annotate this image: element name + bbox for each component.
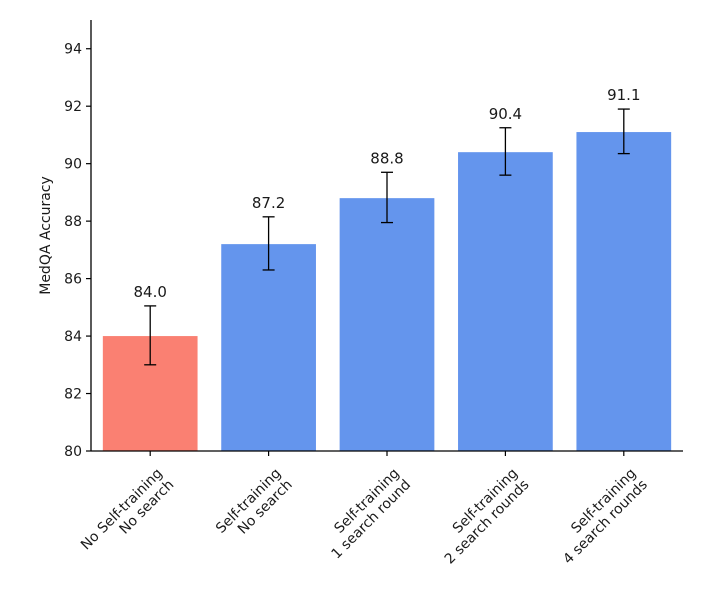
y-tick-label: 84	[64, 329, 82, 345]
value-label-1: 84.0	[133, 283, 166, 301]
value-label-4: 90.4	[489, 105, 522, 123]
x-ticks-layer: No Self-trainingNo search Self-trainingNo…	[78, 451, 651, 568]
error-bar-3	[381, 171, 393, 224]
bar-5	[576, 132, 672, 451]
bars-layer	[102, 132, 672, 451]
error-bar-1	[144, 305, 157, 366]
y-tick-label: 82	[64, 387, 82, 403]
x-tick-label-5: Self-training4 search rounds	[549, 465, 651, 567]
bar-2	[221, 244, 316, 451]
x-tick-label-2: Self-trainingNo search	[213, 465, 296, 548]
error-bars-layer	[144, 108, 630, 366]
y-tick-label: 88	[64, 214, 82, 230]
y-tick-label: 80	[64, 444, 82, 460]
x-tick-label-3: Self-training1 search round	[317, 465, 414, 562]
x-tick-label-4: Self-training2 search rounds	[430, 465, 532, 567]
y-tick-label: 86	[64, 272, 82, 288]
y-tick-label: 92	[64, 99, 82, 115]
error-bar-2	[262, 216, 275, 271]
bar-3	[339, 198, 435, 451]
value-label-2: 87.2	[252, 194, 285, 212]
value-label-5: 91.1	[607, 86, 640, 104]
error-bar-4	[499, 127, 512, 176]
error-bar-5	[617, 108, 630, 155]
y-axis-title: MedQA Accuracy	[38, 176, 54, 295]
y-ticks-layer: 80 82 84 86 88 90 92 94	[64, 42, 91, 460]
value-labels-layer: 84.0 87.2 88.8 90.4 91.1	[133, 86, 640, 301]
bar-4	[458, 152, 553, 451]
x-tick-label-1: No Self-trainingNo search	[78, 465, 177, 564]
y-tick-label: 94	[64, 42, 82, 58]
value-label-3: 88.8	[370, 149, 403, 167]
y-tick-label: 90	[64, 157, 82, 173]
